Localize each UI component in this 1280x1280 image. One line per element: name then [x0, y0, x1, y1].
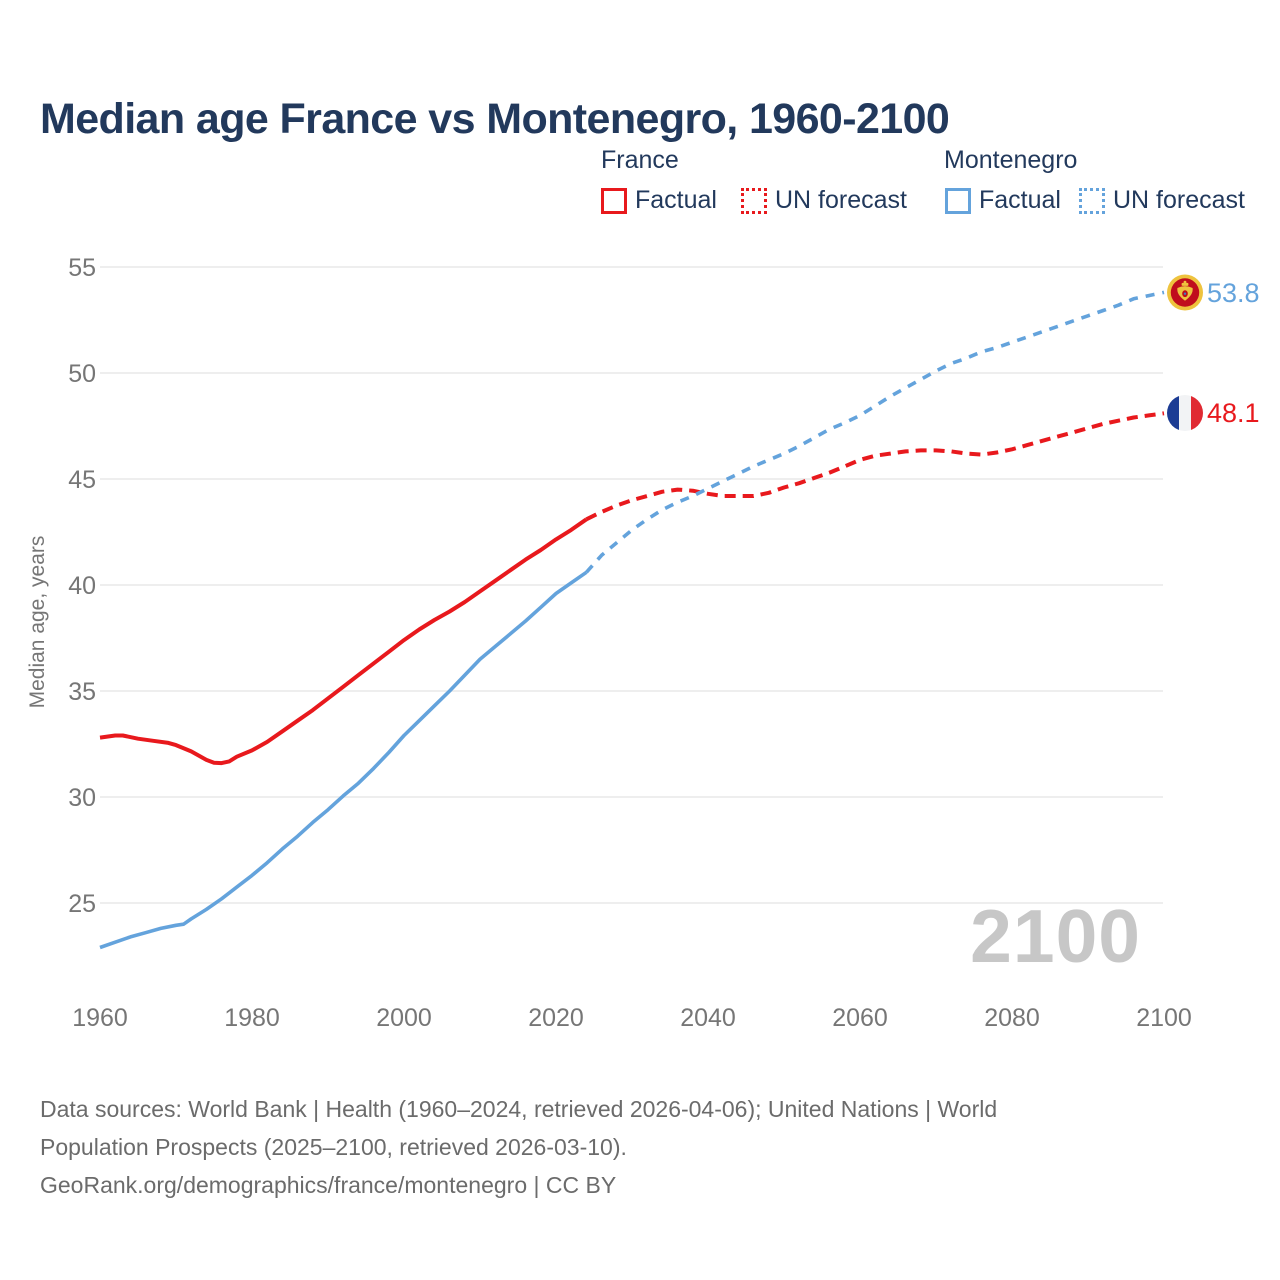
legend-montenegro-forecast[interactable]: UN forecast	[1079, 186, 1245, 215]
x-tick-label: 1980	[224, 1004, 280, 1032]
legend-label: UN forecast	[775, 186, 907, 214]
x-tick-label: 2100	[1136, 1004, 1192, 1032]
y-axis-title: Median age, years	[26, 536, 49, 709]
montenegro-factual-swatch-icon	[945, 187, 971, 214]
montenegro-factual-line	[99, 570, 588, 950]
montenegro-flag-icon	[1167, 274, 1203, 311]
france-end-value: 48.1	[1207, 398, 1260, 428]
chart-title: Median age France vs Montenegro, 1960-21…	[40, 94, 950, 143]
montenegro-end-value: 53.8	[1207, 278, 1260, 308]
legend-label: Factual	[635, 186, 717, 214]
x-tick-label: 2000	[376, 1004, 432, 1032]
france-un-forecast-line	[585, 411, 1165, 522]
watermark-year: 2100	[970, 894, 1141, 978]
legend-montenegro-factual[interactable]: Factual	[945, 186, 1061, 215]
gridlines-group	[100, 266, 1163, 904]
x-tick-label: 2060	[832, 1004, 888, 1032]
footer-attribution-line: GeoRank.org/demographics/france/monteneg…	[40, 1172, 617, 1198]
montenegro-un-forecast-line	[585, 290, 1165, 574]
x-tick-label: 2020	[528, 1004, 584, 1032]
legend-montenegro-header: Montenegro	[944, 146, 1078, 174]
france-flag-icon	[1167, 395, 1203, 431]
x-tick-label: 2080	[984, 1004, 1040, 1032]
y-tick-label: 40	[68, 572, 96, 600]
footer-source-line-2: Population Prospects (2025–2100, retriev…	[40, 1134, 627, 1160]
y-tick-label: 25	[68, 890, 96, 918]
footer-source-line-1: Data sources: World Bank | Health (1960–…	[40, 1096, 998, 1122]
axis-labels-group: 55 50 45 40 35 30 25 1960 1980 2000 2020 2040 2060 20…	[68, 254, 1192, 1032]
legend-france-factual[interactable]: Factual	[601, 186, 717, 215]
x-tick-label: 2040	[680, 1004, 736, 1032]
legend-label: UN forecast	[1113, 186, 1245, 214]
x-tick-label: 1960	[72, 1004, 128, 1032]
france-forecast-swatch-icon	[741, 187, 767, 214]
y-tick-label: 45	[68, 466, 96, 494]
y-tick-label: 35	[68, 678, 96, 706]
y-tick-label: 55	[68, 254, 96, 282]
y-tick-label: 50	[68, 360, 96, 388]
chart-canvas[interactable]: 2100 Median age, years 55 50 45 40 35 30 25 196…	[0, 0, 1280, 1080]
series-group	[99, 290, 1165, 950]
montenegro-forecast-swatch-icon	[1079, 187, 1105, 214]
legend-france-forecast[interactable]: UN forecast	[741, 186, 907, 215]
footer: Data sources: World Bank | Health (1960–…	[40, 1090, 997, 1204]
france-factual-swatch-icon	[601, 187, 627, 214]
legend-label: Factual	[979, 186, 1061, 214]
legend-france-header: France	[601, 146, 679, 174]
france-factual-line	[99, 517, 588, 766]
y-tick-label: 30	[68, 784, 96, 812]
